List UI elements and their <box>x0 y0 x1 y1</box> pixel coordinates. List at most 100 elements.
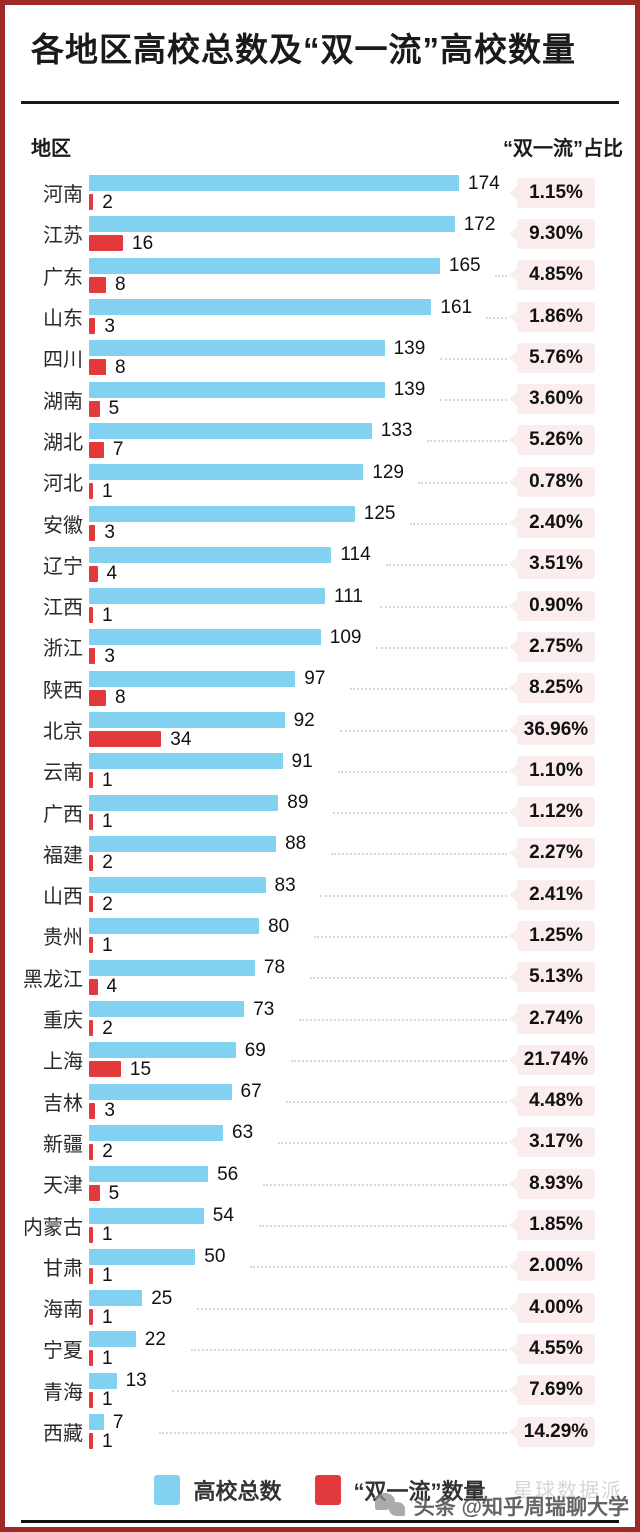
region-row: 海南 25 1 4.00% <box>17 1287 633 1328</box>
watermark: 头条 @知乎周瑞聊大学 <box>374 1491 629 1521</box>
leader-line <box>286 1101 507 1104</box>
share-badge: 0.78% <box>517 466 595 497</box>
first-class-value: 3 <box>102 645 117 667</box>
region-label: 新疆 <box>43 1133 83 1156</box>
bar-group: 54 1 <box>89 1204 509 1245</box>
share-badge: 1.25% <box>517 920 595 951</box>
region-row: 甘肃 50 1 2.00% <box>17 1246 633 1287</box>
region-label: 天津 <box>43 1175 83 1198</box>
bar-group: 133 7 <box>89 420 509 461</box>
region-row: 河南 174 2 1.15% <box>17 172 633 213</box>
share-badge: 7.69% <box>517 1375 595 1406</box>
total-bar <box>89 464 364 481</box>
share-badge: 14.29% <box>517 1416 595 1447</box>
leader-line <box>290 1059 507 1062</box>
leader-line <box>375 646 507 649</box>
leader-line <box>309 977 507 980</box>
total-bar <box>89 216 455 233</box>
first-class-value: 15 <box>127 1058 154 1080</box>
region-row: 安徽 125 3 2.40% <box>17 502 633 543</box>
total-value: 133 <box>378 420 415 442</box>
leader-line <box>426 440 507 443</box>
region-label: 海南 <box>43 1299 83 1322</box>
leader-line <box>333 812 507 815</box>
first-class-value: 2 <box>100 852 115 874</box>
total-bar <box>89 1248 196 1265</box>
total-value: 109 <box>327 626 364 648</box>
region-row: 浙江 109 3 2.75% <box>17 626 633 667</box>
share-badge: 8.93% <box>517 1168 595 1199</box>
total-value: 89 <box>285 792 311 814</box>
bar-group: 139 8 <box>89 337 509 378</box>
bar-group: 161 3 <box>89 296 509 337</box>
first-class-bar <box>89 1309 93 1326</box>
bar-group: 73 2 <box>89 998 509 1039</box>
legend-total-label: 高校总数 <box>193 1479 282 1504</box>
region-row: 北京 92 34 36.96% <box>17 709 633 750</box>
region-row: 西藏 7 1 14.29% <box>17 1411 633 1452</box>
region-row: 山东 161 3 1.86% <box>17 296 633 337</box>
total-value: 78 <box>261 957 288 979</box>
region-label: 山东 <box>43 308 83 331</box>
total-value: 54 <box>210 1205 236 1227</box>
bar-group: 56 5 <box>89 1163 509 1204</box>
share-badge: 36.96% <box>517 714 595 745</box>
first-class-value: 1 <box>100 1265 115 1287</box>
leader-line <box>158 1431 507 1434</box>
leader-line <box>350 688 507 691</box>
first-class-bar <box>89 483 93 500</box>
share-badge: 2.00% <box>517 1251 595 1282</box>
leader-line <box>380 605 507 608</box>
first-class-bar <box>89 731 162 747</box>
watermark-text: 头条 @知乎周瑞聊大学 <box>413 1496 629 1519</box>
total-bar <box>89 1166 209 1183</box>
total-value: 73 <box>251 998 277 1020</box>
region-label: 内蒙古 <box>23 1216 83 1239</box>
total-value: 13 <box>123 1370 149 1392</box>
first-class-value: 4 <box>104 563 120 585</box>
total-value: 165 <box>446 255 483 277</box>
first-class-bar <box>89 896 94 913</box>
total-bar <box>89 588 325 605</box>
bar-group: 109 3 <box>89 626 509 667</box>
bar-group: 22 1 <box>89 1328 509 1369</box>
region-row: 福建 88 2 2.27% <box>17 833 633 874</box>
region-label: 贵州 <box>43 927 83 950</box>
region-row: 湖北 133 7 5.26% <box>17 420 633 461</box>
region-label: 北京 <box>43 721 83 743</box>
leader-line <box>386 564 507 567</box>
share-badge: 8.25% <box>517 673 595 704</box>
first-class-value: 3 <box>102 1100 117 1122</box>
total-value: 7 <box>110 1411 126 1433</box>
first-class-bar <box>89 235 123 252</box>
first-class-bar <box>89 1020 94 1037</box>
bar-group: 89 1 <box>89 791 509 832</box>
leader-line <box>494 275 507 278</box>
total-value: 88 <box>283 833 309 855</box>
total-value: 172 <box>461 213 498 235</box>
leader-line <box>258 1225 507 1228</box>
first-class-value: 8 <box>113 687 128 709</box>
leader-line <box>320 894 507 897</box>
first-class-bar <box>89 854 94 871</box>
region-row: 贵州 80 1 1.25% <box>17 915 633 956</box>
region-row: 江苏 172 16 9.30% <box>17 213 633 254</box>
region-row: 内蒙古 54 1 1.85% <box>17 1204 633 1245</box>
chart-title: 各地区高校总数及“双一流”高校数量 <box>31 31 576 68</box>
region-row: 黑龙江 78 4 5.13% <box>17 957 633 998</box>
region-row: 山西 83 2 2.41% <box>17 874 633 915</box>
first-class-value: 1 <box>100 604 115 626</box>
leader-line <box>250 1266 507 1269</box>
share-badge: 2.41% <box>517 879 595 910</box>
bar-group: 69 15 <box>89 1039 509 1080</box>
total-bar <box>89 1207 204 1224</box>
total-bar <box>89 959 255 976</box>
region-label: 广西 <box>43 803 83 826</box>
title-divider <box>21 101 619 104</box>
first-class-value: 5 <box>106 398 122 420</box>
bar-group: 172 16 <box>89 213 509 254</box>
share-badge: 1.12% <box>517 797 595 828</box>
legend: 高校总数 “双一流”数量 <box>5 1474 635 1506</box>
